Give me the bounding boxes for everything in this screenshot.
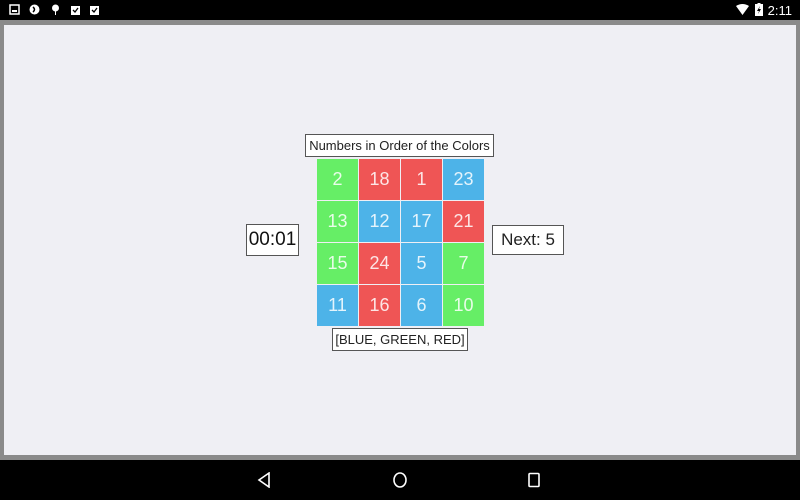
grid-cell-blue[interactable]: 6 [401,285,442,326]
grid-cell-green[interactable]: 13 [317,201,358,242]
grid-cell-blue[interactable]: 12 [359,201,400,242]
battery-charging-icon [755,3,763,16]
grid-cell-blue[interactable]: 23 [443,159,484,200]
next-number: Next: 5 [492,225,564,255]
grid-cell-blue[interactable]: 17 [401,201,442,242]
grid-cell-green[interactable]: 7 [443,243,484,284]
grid-cell-green[interactable]: 2 [317,159,358,200]
grid-cell-red[interactable]: 21 [443,201,484,242]
grid-cell-green[interactable]: 10 [443,285,484,326]
android-debug-icon [52,4,59,15]
grid-cell-red[interactable]: 18 [359,159,400,200]
navigation-bar [0,460,800,500]
sync-icon [29,4,40,15]
timer: 00:01 [246,224,299,256]
home-icon[interactable] [392,472,408,488]
clipboard-check-icon [71,6,80,15]
back-icon[interactable] [257,472,271,488]
color-order: [BLUE, GREEN, RED] [332,328,468,351]
number-grid: 2 18 1 23 13 12 17 21 15 24 5 7 11 16 6 10 [317,159,484,326]
grid-cell-green[interactable]: 15 [317,243,358,284]
wifi-icon [736,4,749,15]
status-bar: 2:11 [0,0,800,20]
grid-cell-red[interactable]: 24 [359,243,400,284]
recents-icon[interactable] [527,472,541,488]
gallery-icon [9,4,20,15]
clock: 2:11 [767,3,792,18]
grid-cell-blue[interactable]: 11 [317,285,358,326]
grid-cell-red[interactable]: 1 [401,159,442,200]
grid-cell-blue[interactable]: 5 [401,243,442,284]
grid-cell-red[interactable]: 16 [359,285,400,326]
clipboard-check-icon [90,6,99,15]
game-title: Numbers in Order of the Colors [305,134,494,157]
